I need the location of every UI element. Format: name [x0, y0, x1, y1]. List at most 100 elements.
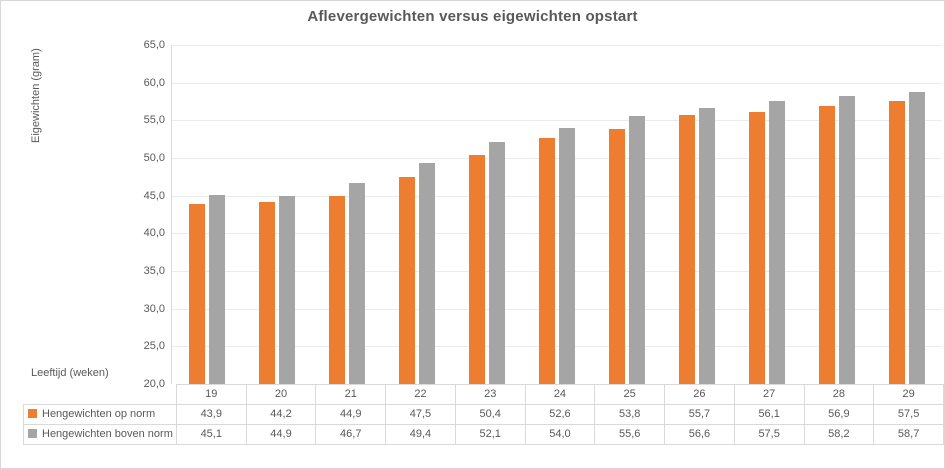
value-cell: 56,1: [733, 404, 805, 425]
bar: [419, 163, 435, 384]
y-gridline: [172, 309, 942, 310]
bar-group: [522, 45, 592, 384]
category-label: 27: [733, 384, 805, 405]
bar-group: [872, 45, 942, 384]
value-cell: 58,2: [803, 424, 875, 445]
bar: [559, 128, 575, 384]
value-cell: 53,8: [594, 404, 666, 425]
bar-group: [312, 45, 382, 384]
bar-group: [172, 45, 242, 384]
y-tick-label: 65,0: [143, 39, 165, 51]
value-cell: 56,6: [664, 424, 735, 445]
chart-title: Aflevergewichten versus eigewichten opst…: [307, 8, 638, 25]
category-label: 25: [594, 384, 666, 405]
y-axis-tick-labels: 65,0 60,0 55,0 50,0 45,0 40,0 35,0 30,0 25,0 20,0: [1, 39, 165, 390]
value-cell: 57,5: [873, 404, 944, 425]
value-cell: 47,5: [385, 404, 456, 425]
legend-label: Hengewichten op norm: [42, 408, 156, 420]
bar-group: [732, 45, 802, 384]
y-tick-label: 60,0: [143, 76, 165, 89]
y-gridline: [172, 271, 942, 272]
x-axis-title: Leeftijd (weken): [31, 367, 109, 379]
bar: [259, 202, 275, 384]
y-gridline: [172, 196, 942, 197]
bar: [679, 115, 695, 384]
bar: [629, 116, 645, 384]
value-cell: 56,9: [803, 404, 875, 425]
y-tick-label: 20,0: [143, 378, 165, 390]
value-cell: 44,9: [315, 404, 387, 425]
value-cell: 52,6: [524, 404, 596, 425]
table-row: Hengewichten op norm 43,9 44,2 44,9 47,5 50,4…: [23, 404, 944, 425]
table-corner-cell: [24, 385, 177, 405]
y-tick-label: 30,0: [143, 302, 165, 315]
bar: [909, 92, 925, 384]
table-row: Hengewichten boven norm 45,1 44,9 46,7 49,4 5…: [23, 424, 944, 445]
legend-marker-icon: [28, 429, 37, 438]
y-gridline: [172, 83, 942, 84]
category-label: 24: [524, 384, 596, 405]
category-label: 20: [245, 384, 317, 405]
category-label: 28: [803, 384, 875, 405]
bar: [769, 101, 785, 384]
legend-item: Hengewichten op norm: [23, 404, 177, 425]
bar: [749, 112, 765, 384]
bar: [349, 183, 365, 384]
y-gridline: [172, 233, 942, 234]
y-tick-label: 55,0: [143, 114, 165, 127]
y-tick-label: 45,0: [143, 189, 165, 202]
category-label: 29: [873, 384, 944, 405]
legend-marker-icon: [28, 409, 37, 418]
value-cell: 44,9: [245, 424, 317, 445]
bar-group: [662, 45, 732, 384]
category-label: 19: [175, 384, 247, 405]
category-label: 26: [664, 384, 735, 405]
bar-group: [452, 45, 522, 384]
plot-area: [171, 45, 942, 384]
y-tick-label: 35,0: [143, 265, 165, 277]
legend-label: Hengewichten boven norm: [42, 428, 173, 440]
bar: [279, 196, 295, 384]
y-gridline: [172, 120, 942, 121]
category-label: 22: [385, 384, 456, 405]
bar: [889, 101, 905, 384]
bar: [189, 204, 205, 384]
y-tick-label: 50,0: [143, 152, 165, 164]
y-gridline: [172, 158, 942, 159]
value-cell: 55,6: [594, 424, 666, 445]
bar: [329, 196, 345, 384]
bar: [469, 155, 485, 384]
bar-group: [242, 45, 312, 384]
y-gridline: [172, 45, 942, 46]
bar: [699, 108, 715, 384]
value-cell: 55,7: [664, 404, 735, 425]
data-table: 19 20 21 22 23 24 25 26 27 28 29 Hengewichten op no…: [23, 384, 944, 445]
value-cell: 44,2: [245, 404, 317, 425]
bar-group: [802, 45, 872, 384]
value-cell: 45,1: [175, 424, 247, 445]
y-tick-label: 25,0: [143, 340, 165, 353]
bar: [399, 177, 415, 384]
bar: [489, 142, 505, 384]
table-header-row: 19 20 21 22 23 24 25 26 27 28 29: [24, 384, 944, 405]
value-cell: 50,4: [454, 404, 526, 425]
y-tick-label: 40,0: [143, 227, 165, 240]
value-cell: 46,7: [315, 424, 387, 445]
y-gridline: [172, 346, 942, 347]
bar: [839, 96, 855, 384]
category-label: 23: [454, 384, 526, 405]
legend-item: Hengewichten boven norm: [23, 424, 177, 445]
bar-group: [592, 45, 662, 384]
value-cell: 57,5: [733, 424, 805, 445]
bar: [819, 106, 835, 384]
bar: [609, 129, 625, 384]
category-label: 21: [315, 384, 387, 405]
value-cell: 49,4: [385, 424, 456, 445]
bar: [539, 138, 555, 384]
value-cell: 52,1: [454, 424, 526, 445]
bar: [209, 195, 225, 384]
bar-group: [382, 45, 452, 384]
value-cell: 54,0: [524, 424, 596, 445]
value-cell: 43,9: [175, 404, 247, 425]
